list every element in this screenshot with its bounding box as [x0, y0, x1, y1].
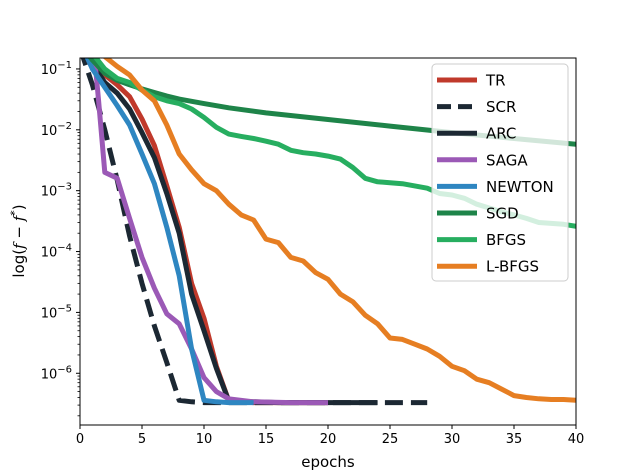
y-tick-label: 10−2: [41, 121, 72, 139]
y-tick-label: 10−1: [41, 60, 72, 78]
x-tick-label: 20: [320, 432, 337, 447]
x-tick-label: 10: [196, 432, 213, 447]
series-line-newton: [84, 58, 254, 406]
y-tick-label: 10−4: [41, 243, 72, 261]
legend-label-scr: SCR: [486, 98, 516, 116]
ticks-layer: 0 5 10 15 20 25 30 35 40 10−6 10−5 10−4 10−3 10−2 10−1: [41, 60, 585, 447]
y-axis-label: log(f − f*): [8, 204, 28, 277]
x-tick-label: 30: [444, 432, 461, 447]
y-tick-label: 10−6: [41, 364, 72, 382]
series-line-scr: [80, 58, 428, 406]
legend-label-arc: ARC: [486, 125, 516, 143]
x-tick-label: 0: [76, 432, 84, 447]
x-tick-label: 15: [258, 432, 275, 447]
x-tick-label: 25: [382, 432, 399, 447]
legend-label-saga: SAGA: [486, 151, 528, 169]
x-tick-label: 35: [506, 432, 523, 447]
legend-label-sgd: SGD: [486, 205, 519, 223]
x-tick-label: 40: [568, 432, 585, 447]
legend-box: [431, 63, 569, 282]
legend-label-l-bfgs: L-BFGS: [486, 258, 539, 276]
legend-label-tr: TR: [485, 72, 506, 90]
x-axis-label: epochs: [301, 453, 355, 471]
legend-label-bfgs: BFGS: [486, 231, 526, 249]
x-tick-label: 5: [138, 432, 146, 447]
y-tick-label: 10−5: [41, 303, 72, 321]
legend-label-newton: NEWTON: [486, 178, 554, 196]
series-layer: [80, 58, 576, 406]
y-tick-label: 10−3: [41, 182, 72, 200]
series-line-l-bfgs: [102, 58, 576, 403]
legend: TR SCR ARC SAGA NEWTON SGD BFGS L-BFGS: [431, 63, 569, 282]
